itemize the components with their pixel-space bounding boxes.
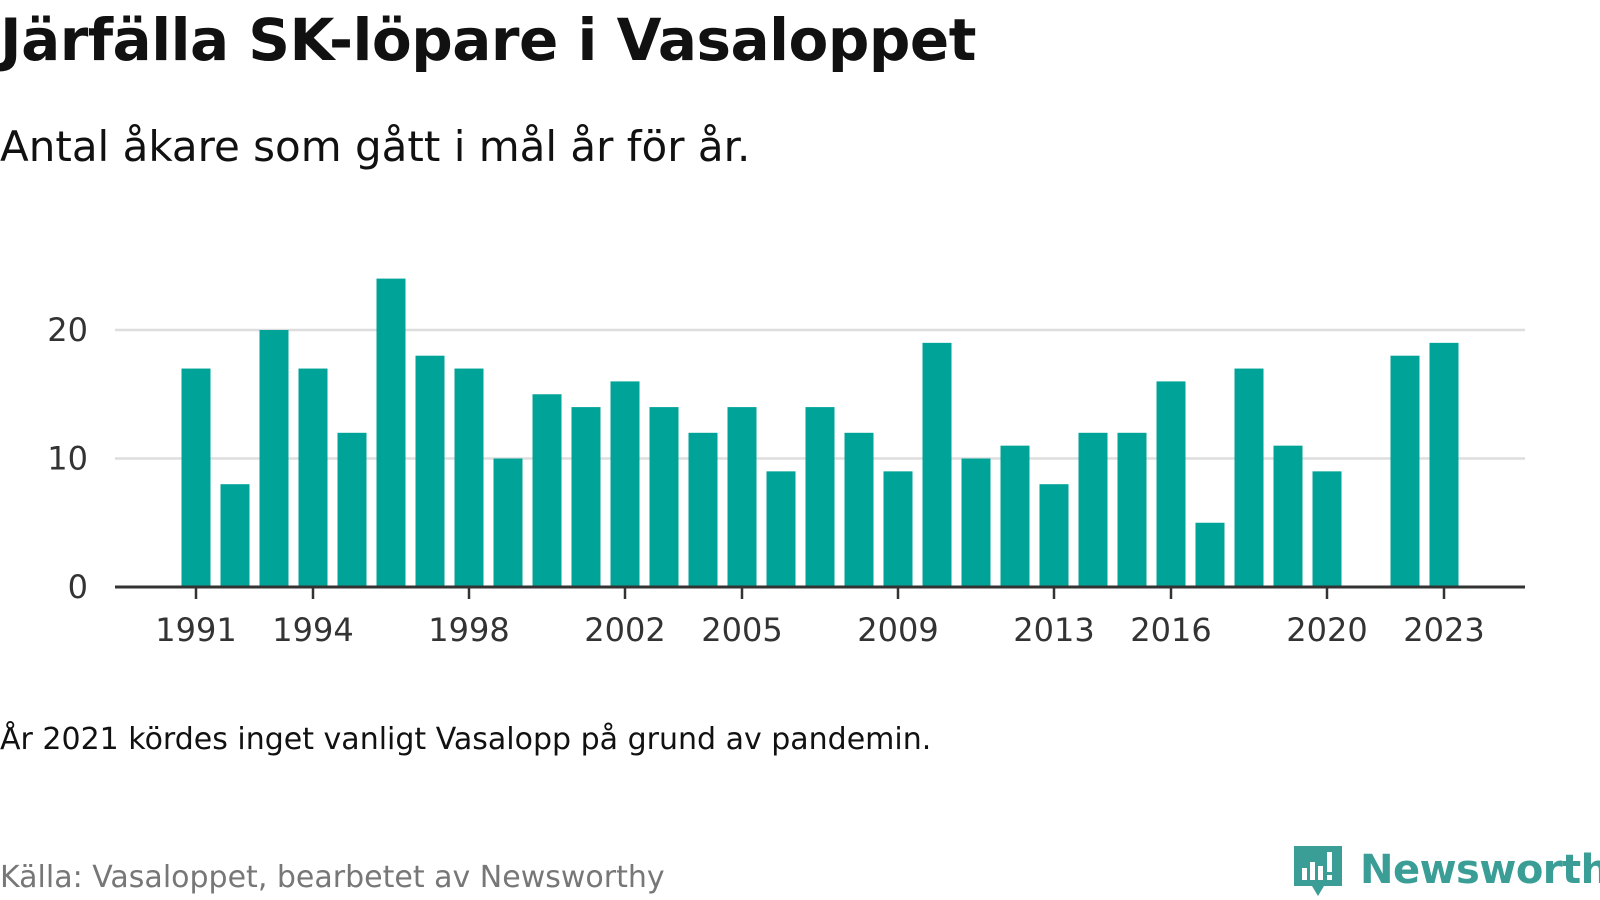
bar-2022 (1390, 355, 1420, 587)
chart-note: År 2021 kördes inget vanligt Vasalopp på… (0, 722, 932, 757)
bar-2002 (610, 381, 640, 587)
bar-2015 (1117, 432, 1147, 587)
x-tick-label: 1994 (272, 611, 353, 649)
bar-2014 (1078, 432, 1108, 587)
x-tick-label: 1991 (155, 611, 236, 649)
y-tick-label: 10 (47, 440, 88, 478)
brand-logo[interactable]: Newsworthy (1290, 840, 1600, 900)
bar-2016 (1156, 381, 1186, 587)
bar-2013 (1039, 484, 1069, 587)
bar-2003 (649, 407, 679, 587)
bar-1998 (454, 368, 484, 587)
y-tick-label: 0 (68, 568, 88, 606)
bar-1991 (181, 368, 211, 587)
bar-1994 (298, 368, 328, 587)
axes: 0 10 20 1991 1994 1998 2002 2005 2009 2013 2016 202… (47, 311, 1525, 649)
bar-1996 (376, 278, 406, 587)
bar-1993 (259, 330, 289, 587)
bar-2023 (1429, 342, 1459, 587)
newsworthy-logo-icon (1294, 846, 1342, 896)
bar-2001 (571, 407, 601, 587)
bar-1995 (337, 432, 367, 587)
bar-2000 (532, 394, 562, 587)
x-tick-label: 2009 (857, 611, 938, 649)
chart-subtitle: Antal åkare som gått i mål år för år. (0, 122, 751, 171)
bar-2012 (1000, 445, 1030, 587)
bar-2004 (688, 432, 718, 587)
x-tick-label: 2023 (1403, 611, 1484, 649)
bar-2011 (961, 458, 991, 587)
bar-2010 (922, 342, 952, 587)
chart-title: Järfälla SK-löpare i Vasaloppet (0, 6, 976, 74)
bar-2008 (844, 432, 874, 587)
bar-2005 (727, 407, 757, 587)
x-tick-label: 1998 (428, 611, 509, 649)
bar-1992 (220, 484, 250, 587)
bar-1999 (493, 458, 523, 587)
x-tick-label: 2020 (1286, 611, 1367, 649)
bar-2017 (1195, 522, 1225, 587)
y-tick-label: 20 (47, 311, 88, 349)
bars (181, 278, 1459, 587)
bar-2009 (883, 471, 913, 587)
bar-2007 (805, 407, 835, 587)
x-tick-label: 2013 (1013, 611, 1094, 649)
bar-2006 (766, 471, 796, 587)
bar-1997 (415, 355, 445, 587)
brand-name: Newsworthy (1360, 847, 1600, 893)
x-tick-label: 2016 (1130, 611, 1211, 649)
bar-2018 (1234, 368, 1264, 587)
bar-2019 (1273, 445, 1303, 587)
x-tick-label: 2002 (584, 611, 665, 649)
x-tick-label: 2005 (701, 611, 782, 649)
bar-chart: 0 10 20 1991 1994 1998 2002 2005 2009 2013 2016 202… (47, 278, 1525, 649)
bar-2020 (1312, 471, 1342, 587)
source-text: Källa: Vasaloppet, bearbetet av Newswort… (0, 860, 665, 895)
